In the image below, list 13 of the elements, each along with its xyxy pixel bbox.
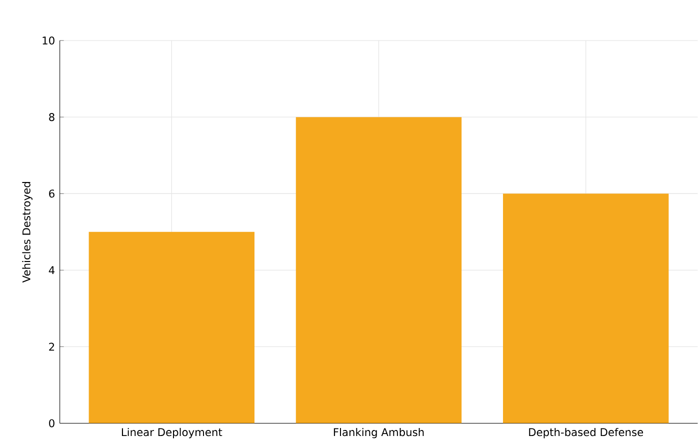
y-tick-label: 10: [42, 36, 54, 45]
x-tick-label: Flanking Ambush: [334, 428, 424, 438]
y-axis-title: Vehicles Destroyed: [22, 182, 32, 283]
x-tick-label: Depth-based Defense: [529, 428, 644, 438]
bar: [502, 194, 669, 424]
y-tick-label: 8: [49, 113, 54, 122]
x-tick-label: Linear Deployment: [122, 428, 222, 438]
bar: [296, 117, 462, 424]
bar: [88, 232, 254, 424]
y-tick-label: 2: [49, 342, 54, 351]
y-tick-label: 0: [49, 419, 54, 428]
y-tick-label: 4: [48, 266, 55, 274]
y-tick-label: 6: [49, 190, 54, 198]
